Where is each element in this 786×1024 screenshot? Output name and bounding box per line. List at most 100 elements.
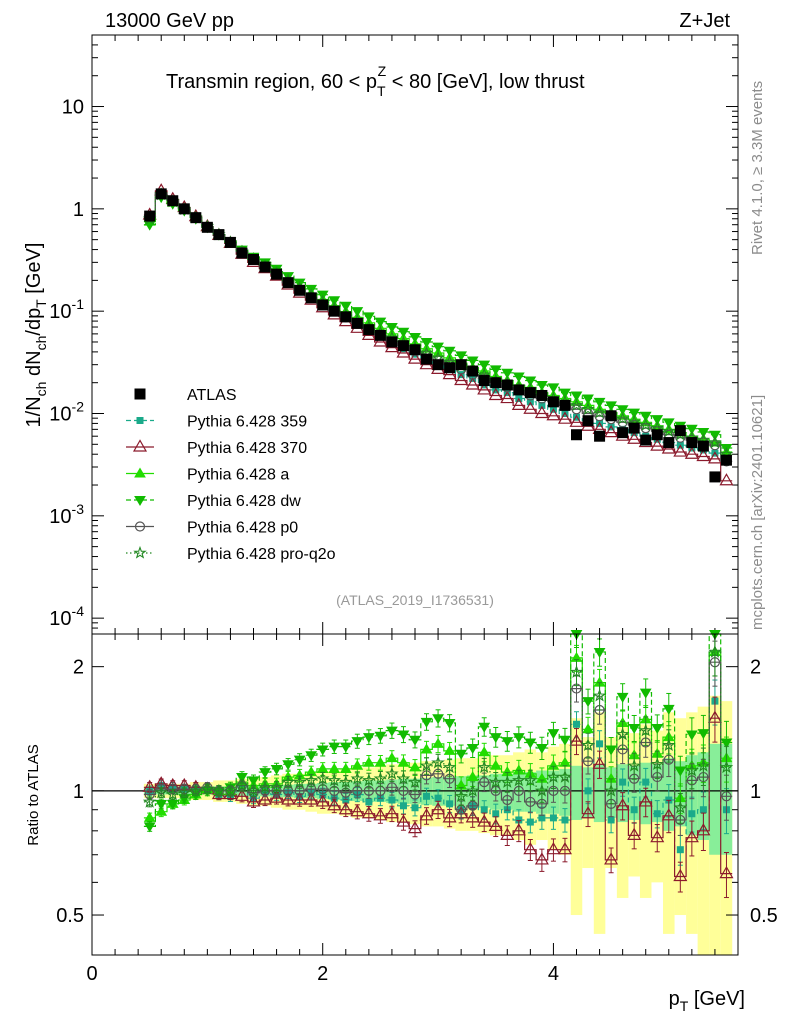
ratio-point-pythia-6-428-pro-q2o <box>696 758 711 772</box>
main-point-pythia-6-428-dw <box>651 415 664 426</box>
legend-item-atlas: ATLAS <box>134 387 237 404</box>
main-point-atlas <box>674 425 686 437</box>
ratio-point-pythia-6-428-370 <box>465 810 480 823</box>
ratio-band-inner <box>593 764 606 823</box>
ratio-point-pythia-6-428-dw <box>616 692 629 703</box>
main-line-pythia-6-428-dw <box>143 196 733 449</box>
ratio-point-pythia-6-428-370 <box>419 808 434 821</box>
ratio-point-pythia-6-428-pro-q2o <box>662 738 676 752</box>
main-point-atlas <box>444 362 456 374</box>
ratio-point-pythia-6-428-359 <box>676 846 684 854</box>
ratio-point-pythia-6-428-a <box>466 771 479 782</box>
main-point-pythia-6-428-dw <box>512 372 525 383</box>
main-point-pythia-6-428-dw <box>628 408 641 419</box>
ratio-point-pythia-6-428-pro-q2o <box>719 760 734 774</box>
ratio-point-pythia-6-428-370 <box>673 868 688 882</box>
main-point-atlas <box>340 311 352 323</box>
ratio-point-pythia-6-428-359 <box>630 806 638 814</box>
ratio-point-pythia-6-428-pro-q2o <box>246 783 261 797</box>
xtick-label: 4 <box>548 963 559 985</box>
svg-text:Transmin region, 60 < pTZ < 80: Transmin region, 60 < pTZ < 80 [GeV], lo… <box>166 63 585 99</box>
ratio-point-pythia-6-428-370 <box>546 841 561 855</box>
main-point-atlas <box>467 365 479 377</box>
ratio-point-pythia-6-428-370 <box>442 810 457 823</box>
main-y-axis-label: 1/Nch dNch/dpT [GeV] <box>23 243 49 428</box>
ratio-point-pythia-6-428-a <box>351 759 364 770</box>
main-point-pythia-6-428-370 <box>465 377 480 390</box>
ratio-point-pythia-6-428-370 <box>304 792 319 805</box>
main-point-atlas <box>513 384 525 396</box>
ratio-point-pythia-6-428-370 <box>719 865 734 879</box>
ratio-point-pythia-6-428-pro-q2o <box>362 773 376 787</box>
ratio-point-pythia-6-428-370 <box>396 814 411 827</box>
main-ytick-label: 10-1 <box>49 296 84 323</box>
main-point-pythia-6-428-370 <box>500 390 515 404</box>
ratio-point-pythia-6-428-a <box>339 762 352 773</box>
legend-marker <box>133 545 147 559</box>
ratio-point-pythia-6-428-dw <box>316 745 329 756</box>
main-point-atlas <box>236 247 248 259</box>
main-point-pythia-6-428-370 <box>696 448 711 462</box>
legend-label: Pythia 6.428 pro-q2o <box>187 546 336 563</box>
ratio-point-pythia-6-428-dw <box>166 799 179 810</box>
main-point-pythia-6-428-dw <box>466 356 479 367</box>
ratio-point-pythia-6-428-a <box>582 723 594 734</box>
main-point-atlas <box>455 359 467 371</box>
ratio-point-pythia-6-428-pro-q2o <box>454 789 468 802</box>
mcplots-label: mcplots.cern.ch [arXiv:2401.10621] <box>749 395 766 630</box>
ratio-point-pythia-6-428-pro-q2o <box>339 774 353 788</box>
ratio-point-pythia-6-428-359 <box>699 806 707 814</box>
main-point-pythia-6-428-p0 <box>594 411 605 422</box>
ratio-point-pythia-6-428-359 <box>365 798 373 806</box>
ratio-point-pythia-6-428-a <box>443 744 456 755</box>
main-point-pythia-6-428-370 <box>569 414 584 427</box>
main-point-pythia-6-428-370 <box>604 424 619 438</box>
ratio-point-pythia-6-428-p0 <box>721 791 732 802</box>
ratio-point-pythia-6-428-dw <box>397 730 410 741</box>
ratio-point-pythia-6-428-dw <box>374 731 387 742</box>
ratio-point-pythia-6-428-370 <box>488 818 503 831</box>
ratio-point-pythia-6-428-dw <box>443 719 456 730</box>
main-point-pythia-6-428-dw <box>616 405 629 416</box>
ratio-point-pythia-6-428-370 <box>338 802 353 815</box>
main-point-pythia-6-428-dw <box>662 418 675 429</box>
ratio-point-pythia-6-428-dw <box>639 688 652 699</box>
ratio-point-pythia-6-428-dw <box>351 737 364 748</box>
ratio-y-axis-label: Ratio to ATLAS <box>25 744 42 845</box>
ratio-panel: 0.5 0.5 1 1 2 2 0 2 4 <box>56 630 778 985</box>
main-point-atlas <box>155 188 167 200</box>
ratio-point-pythia-6-428-370 <box>384 806 399 819</box>
main-point-pythia-6-428-359 <box>538 401 546 409</box>
main-point-atlas <box>605 410 617 422</box>
ratio-point-pythia-6-428-359 <box>399 802 407 810</box>
ratio-point-pythia-6-428-dw <box>236 773 248 784</box>
ratio-point-pythia-6-428-pro-q2o <box>650 757 665 771</box>
main-point-atlas <box>282 277 294 289</box>
ratio-point-pythia-6-428-dw <box>455 749 468 760</box>
ratio-point-pythia-6-428-a <box>397 756 410 767</box>
ratio-point-pythia-6-428-370 <box>431 802 446 815</box>
ratio-point-pythia-6-428-359 <box>492 810 500 818</box>
main-point-pythia-6-428-p0 <box>571 404 582 415</box>
main-ytick-label: 10-3 <box>49 501 84 528</box>
main-point-atlas <box>167 195 179 207</box>
main-point-atlas <box>501 379 513 391</box>
ratio-point-pythia-6-428-pro-q2o <box>592 688 607 702</box>
main-point-pythia-6-428-dw <box>536 380 548 391</box>
ratio-point-pythia-6-428-359 <box>584 787 592 795</box>
ratio-point-pythia-6-428-370 <box>615 798 630 811</box>
main-point-pythia-6-428-370 <box>534 405 549 419</box>
ratio-point-pythia-6-428-dw <box>524 738 537 749</box>
main-point-pythia-6-428-pro-q2o <box>708 435 722 449</box>
ratio-point-pythia-6-428-370 <box>581 806 596 819</box>
ratio-point-pythia-6-428-370 <box>627 827 642 840</box>
ratio-point-pythia-6-428-359 <box>596 740 604 748</box>
ratio-point-pythia-6-428-p0 <box>479 777 490 788</box>
main-point-atlas <box>294 284 306 296</box>
ratio-point-pythia-6-428-pro-q2o <box>200 782 215 795</box>
main-point-atlas <box>178 203 190 215</box>
main-point-pythia-6-428-dw <box>524 376 537 387</box>
main-point-pythia-6-428-pro-q2o <box>581 402 595 416</box>
main-point-pythia-6-428-dw <box>328 296 341 307</box>
main-point-pythia-6-428-dw <box>420 337 433 348</box>
